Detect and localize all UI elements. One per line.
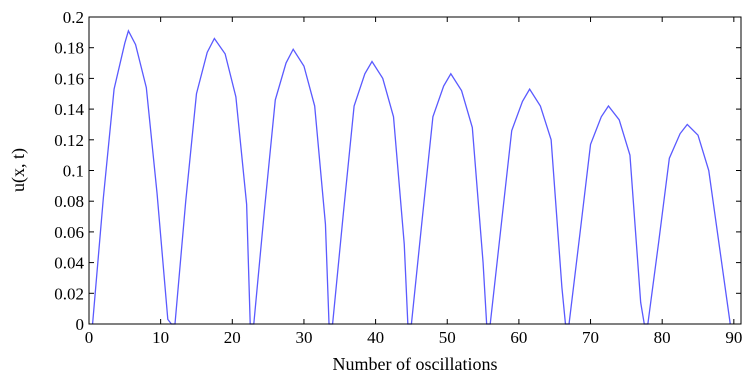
x-tick-label: 20 (224, 328, 241, 347)
plot-frame (88, 16, 742, 325)
x-tick-label: 50 (439, 328, 456, 347)
series-line-0 (91, 29, 731, 325)
x-tick-label: 60 (510, 328, 527, 347)
series-layer (91, 29, 731, 325)
y-tick-label: 0.18 (54, 39, 84, 58)
y-tick-label: 0.06 (54, 223, 84, 242)
y-tick-label: 0.08 (54, 192, 84, 211)
x-tick-label: 0 (85, 328, 94, 347)
y-tick-label: 0 (76, 315, 85, 334)
y-tick-label: 0.14 (54, 100, 84, 119)
x-tick-label: 90 (725, 328, 742, 347)
x-axis-ticks: 0 10 20 30 40 50 60 70 80 90 (85, 17, 742, 347)
y-tick-label: 0.12 (54, 131, 84, 150)
y-axis-title: u(x, t) (8, 148, 29, 192)
y-tick-label: 0.04 (54, 254, 84, 273)
x-tick-label: 30 (295, 328, 312, 347)
y-tick-label: 0.1 (63, 162, 84, 181)
y-axis-ticks: 0 0.02 0.04 0.06 0.08 0.1 0.12 0.14 0.16 0.18 0.2 (54, 8, 741, 334)
x-tick-label: 40 (367, 328, 384, 347)
y-tick-label: 0.16 (54, 69, 84, 88)
y-tick-label: 0.2 (63, 8, 84, 27)
x-tick-label: 80 (654, 328, 671, 347)
y-tick-label: 0.02 (54, 284, 84, 303)
x-axis-title: Number of oscillations (333, 354, 498, 374)
x-tick-label: 10 (152, 328, 169, 347)
x-tick-label: 70 (582, 328, 599, 347)
